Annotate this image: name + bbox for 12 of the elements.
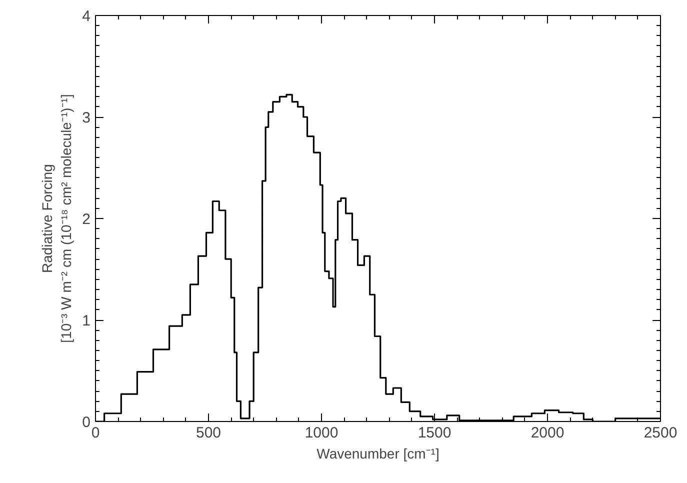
x-tick-label: 2000	[530, 424, 564, 442]
y-tick-label: 4	[82, 8, 90, 25]
x-tick-label: 2500	[644, 424, 678, 442]
y-tick-label: 3	[82, 110, 90, 126]
x-tick-label: 1000	[304, 424, 338, 442]
x-axis-title: Wavenumber [cm⁻¹]	[316, 446, 440, 462]
y-tick-label: 2	[82, 211, 90, 228]
x-tick-label: 1500	[418, 424, 452, 442]
y-axis-title: Radiative Forcing [10⁻³ W m⁻² cm (10⁻¹⁸ cm² molecule⁻¹)⁻¹]	[38, 94, 74, 343]
y-tick-label: 1	[82, 312, 90, 330]
y-tick-label: 0	[82, 414, 90, 431]
x-tick-label: 500	[196, 424, 222, 442]
